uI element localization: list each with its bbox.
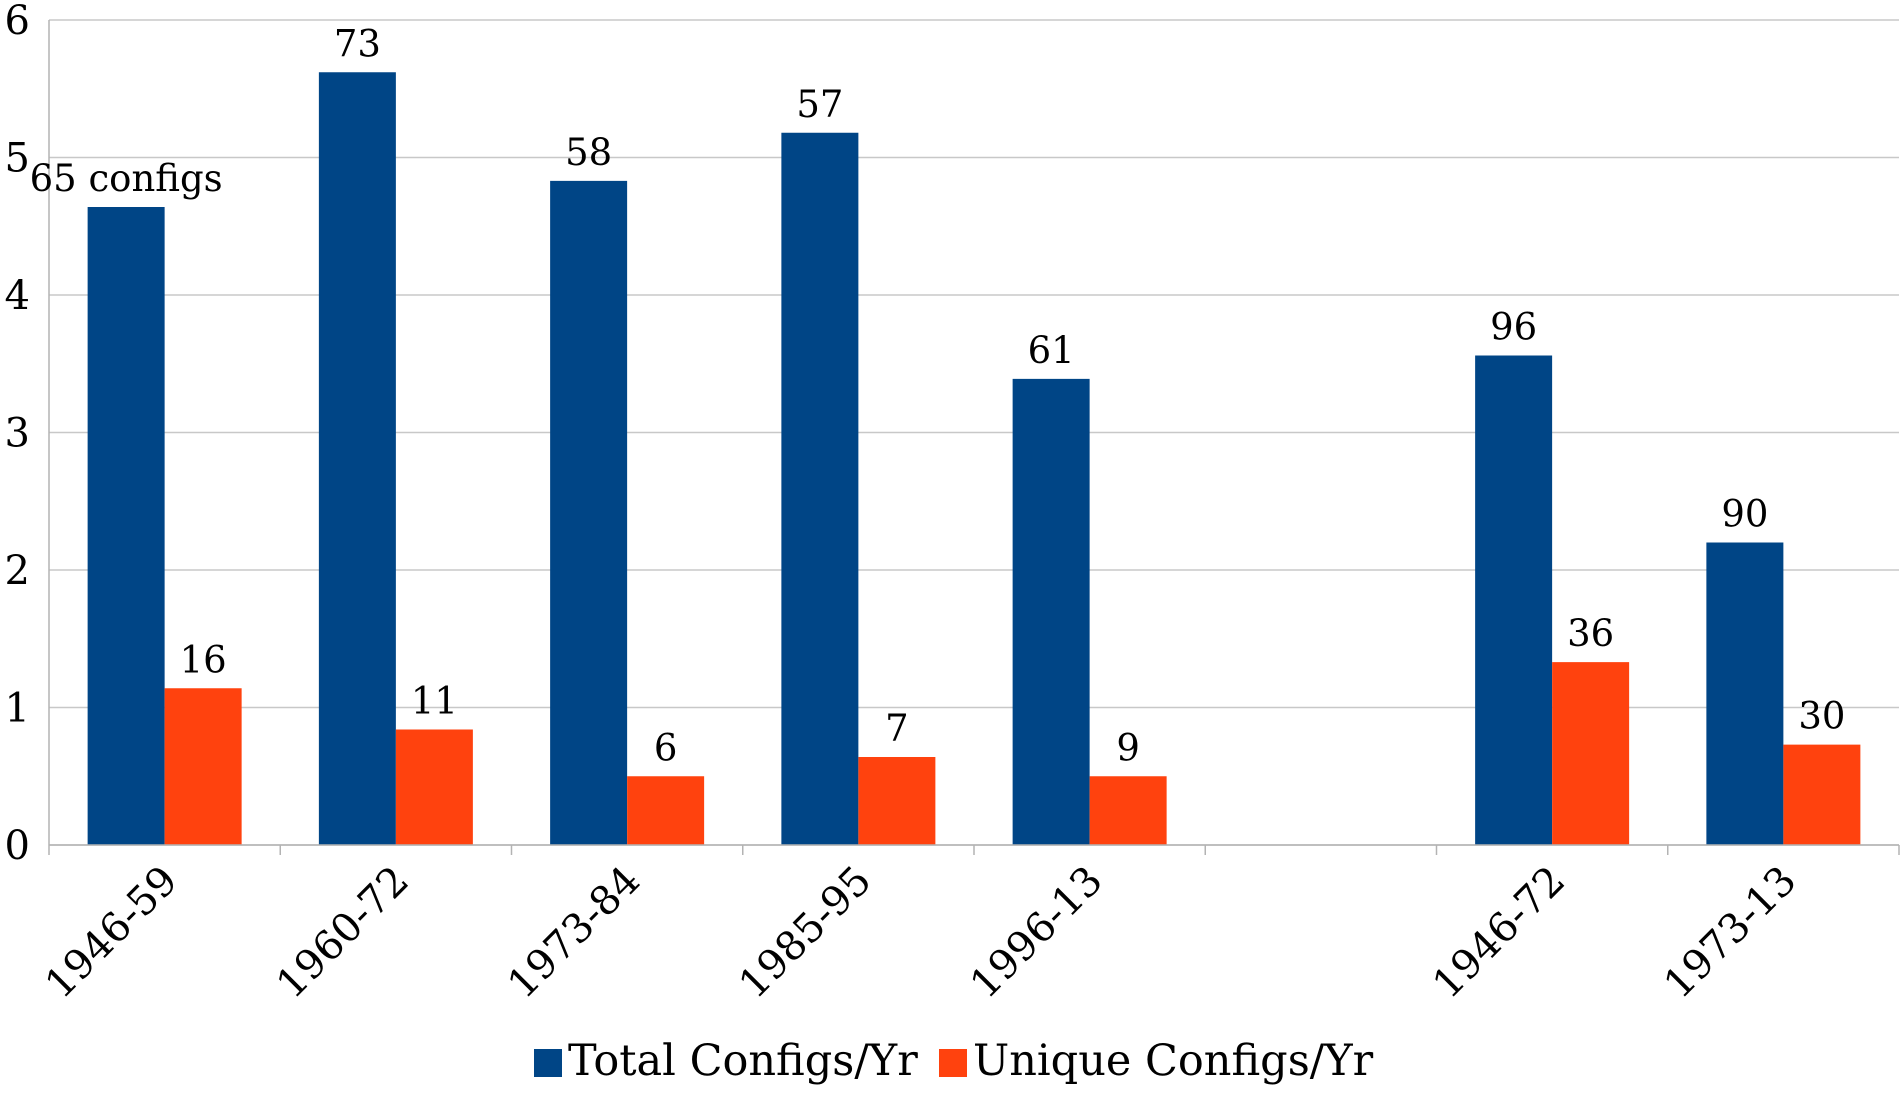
y-tick-label: 1 bbox=[5, 686, 30, 732]
data-label: 11 bbox=[411, 680, 458, 723]
legend-label: Total Configs/Yr bbox=[568, 1036, 918, 1086]
bar-total bbox=[1475, 355, 1553, 845]
bar-unique bbox=[395, 729, 473, 845]
y-tick-label: 4 bbox=[5, 273, 30, 319]
x-category-label: 1973-84 bbox=[499, 858, 649, 1008]
bar-total bbox=[87, 207, 165, 845]
bar-unique bbox=[627, 776, 705, 845]
bar-unique bbox=[858, 757, 936, 845]
data-label: 30 bbox=[1798, 695, 1845, 738]
legend-swatch bbox=[939, 1049, 967, 1077]
bar-unique bbox=[164, 688, 242, 845]
bar-unique bbox=[1783, 744, 1861, 845]
data-label: 73 bbox=[334, 22, 381, 65]
data-labels: 65 configs 73 58 57 61 96 90 16 11 6 7 9 36 30 bbox=[30, 22, 1846, 769]
x-category-label: 1946-72 bbox=[1424, 858, 1574, 1008]
data-label: 7 bbox=[885, 707, 909, 750]
bar-total bbox=[781, 132, 859, 845]
y-tick-label: 3 bbox=[5, 411, 30, 457]
x-category-label: 1996-13 bbox=[962, 858, 1112, 1008]
data-label: 16 bbox=[180, 638, 227, 681]
bar-total bbox=[1706, 542, 1784, 845]
bars bbox=[87, 72, 1861, 845]
x-category-label: 1973-13 bbox=[1655, 858, 1805, 1008]
y-tick-label: 5 bbox=[5, 136, 30, 182]
y-tick-label: 0 bbox=[5, 823, 30, 869]
data-label: 57 bbox=[796, 83, 843, 126]
legend: Total Configs/Yr Unique Configs/Yr bbox=[534, 1036, 1374, 1086]
data-label: 96 bbox=[1490, 306, 1537, 349]
data-label: 9 bbox=[1116, 726, 1140, 769]
data-label: 58 bbox=[565, 131, 612, 174]
data-label: 90 bbox=[1721, 493, 1768, 536]
legend-swatch bbox=[534, 1049, 562, 1077]
data-label: 61 bbox=[1028, 329, 1075, 372]
bar-total bbox=[550, 180, 628, 845]
y-tick-label: 2 bbox=[5, 548, 30, 594]
y-tick-label: 6 bbox=[5, 0, 30, 44]
data-label: 36 bbox=[1567, 612, 1614, 655]
x-category-label: 1985-95 bbox=[730, 858, 880, 1008]
x-category-label: 1960-72 bbox=[268, 858, 418, 1008]
data-label: 6 bbox=[654, 726, 678, 769]
x-category-label: 1946-59 bbox=[37, 858, 187, 1008]
bar-total bbox=[1012, 378, 1090, 845]
data-label: 65 configs bbox=[30, 157, 223, 200]
axes: 0 1 2 3 4 5 6 1946-59 1960-72 1973-84 1985-95 1996-… bbox=[5, 0, 1900, 1008]
legend-label: Unique Configs/Yr bbox=[973, 1036, 1374, 1086]
bar-unique bbox=[1552, 662, 1630, 845]
bar-unique bbox=[1089, 776, 1167, 845]
bar-total bbox=[318, 72, 396, 845]
